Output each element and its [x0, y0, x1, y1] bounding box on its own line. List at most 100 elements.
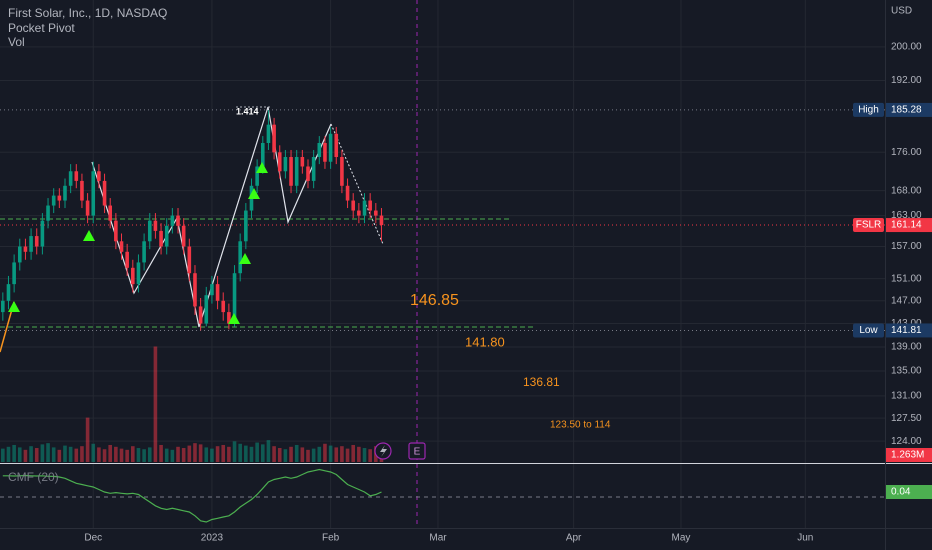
volume-bar: [176, 446, 180, 462]
volume-bar: [114, 446, 118, 462]
badge-label: High: [858, 105, 879, 116]
candle-body: [170, 215, 175, 226]
candle-body: [357, 210, 361, 216]
candle-body: [351, 200, 356, 211]
x-tick-label: 2023: [201, 533, 224, 544]
pivot-marker: [239, 253, 251, 264]
zigzag-projection: [330, 123, 384, 245]
volume-bar: [153, 346, 158, 462]
volume-bar: [51, 447, 56, 462]
volume-bar: [232, 441, 237, 462]
volume-bar: [193, 443, 197, 462]
candle-body: [74, 171, 79, 181]
candle-body: [80, 180, 84, 201]
volume-bar: [80, 446, 84, 462]
event-icons: E: [374, 442, 426, 460]
indicator-label: Vol: [8, 35, 25, 49]
volume-bar: [277, 448, 282, 462]
volume-bar: [23, 449, 28, 462]
candle-body: [204, 295, 209, 324]
volume-bar: [34, 448, 39, 462]
y-tick-label: 147.00: [891, 295, 922, 306]
badge-label-box: [853, 218, 884, 233]
volume-bar: [227, 446, 231, 462]
earnings-icon[interactable]: [408, 442, 426, 460]
volume-bar: [136, 448, 141, 462]
candle-body: [362, 200, 367, 216]
y-tick-label: 151.00: [891, 273, 922, 284]
pivot-marker: [256, 162, 268, 173]
volume-bar: [108, 444, 113, 462]
candle-body: [368, 200, 372, 211]
volume-bar: [272, 446, 276, 462]
candle-body: [68, 171, 73, 186]
candle-body: [306, 166, 310, 181]
volume-bar: [334, 447, 339, 462]
volume-bar: [85, 417, 90, 462]
badge-label: Low: [859, 325, 878, 336]
y-tick-label: 163.00: [891, 210, 922, 221]
volume-bar: [63, 445, 67, 462]
earnings-letter: E: [414, 447, 421, 458]
volume-bar: [328, 445, 333, 462]
y-tick-label: 127.50: [891, 413, 922, 424]
candle-body: [345, 185, 350, 201]
volume-bar: [68, 446, 73, 462]
volume-bar: [102, 449, 107, 462]
candle-body: [131, 267, 135, 285]
x-tick-label: Dec: [84, 533, 102, 544]
pivot-marker: [248, 188, 260, 199]
grid: [0, 0, 885, 528]
candle-body: [374, 210, 378, 216]
candle-body: [283, 157, 288, 172]
volume-bar: [170, 449, 175, 462]
y-tick-label: 192.00: [891, 75, 922, 86]
y-tick-label: 124.00: [891, 436, 922, 447]
candle-body: [317, 142, 322, 158]
x-tick-label: Jun: [797, 533, 813, 544]
indicator-label: Pocket Pivot: [8, 21, 75, 35]
cmf-line: [2, 468, 382, 523]
volume-bar: [159, 444, 163, 462]
volume-bar: [12, 444, 16, 462]
volume-pane: [1, 346, 384, 462]
candle-body: [266, 124, 271, 143]
candle-body: [159, 230, 163, 247]
pocket-pivots: [8, 162, 268, 324]
zigzag-pattern: [91, 106, 332, 328]
candle-body: [187, 246, 192, 274]
candle-body: [51, 195, 56, 206]
volume-bar: [204, 447, 209, 462]
volume-bar: [187, 445, 192, 462]
drawings: [0, 0, 535, 528]
candle-body: [153, 220, 158, 231]
candle-body: [97, 171, 101, 181]
candle-body: [17, 246, 22, 263]
volume-bar: [311, 448, 316, 462]
volume-bar: [6, 446, 11, 462]
volume-bar: [74, 448, 79, 462]
candle-body: [164, 225, 169, 247]
volume-bar: [283, 449, 288, 462]
pivot-marker: [8, 301, 20, 312]
x-tick-label: Feb: [322, 533, 340, 544]
axes: Dec 2023 Feb Mar Apr May Jun 200.00 192.00 176.00…: [84, 42, 932, 544]
volume-bar: [97, 447, 101, 462]
candle-body: [119, 241, 124, 252]
candle-body: [1, 300, 5, 313]
fib-label: 1.414: [236, 106, 259, 116]
target-label: 136.81: [523, 375, 560, 389]
volume-bar: [260, 444, 265, 462]
candle-body: [57, 195, 62, 201]
candles: [1, 109, 384, 331]
volume-bar: [345, 448, 350, 462]
target-label: 146.85: [410, 292, 459, 309]
volume-bar: [221, 444, 226, 462]
volume-bar: [29, 446, 33, 462]
volume-bar: [131, 446, 135, 462]
candle-body: [136, 262, 141, 285]
volume-bar: [244, 445, 248, 462]
cmf-title: CMF (20): [8, 470, 59, 484]
volume-bar: [249, 446, 254, 462]
